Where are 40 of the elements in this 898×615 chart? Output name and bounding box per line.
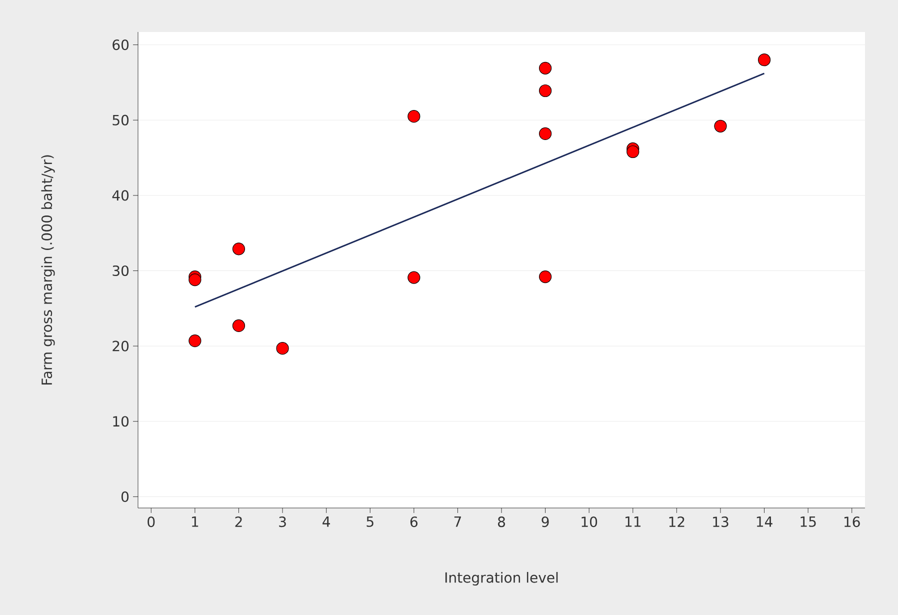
x-tick-label: 4 bbox=[322, 516, 330, 527]
x-tick-label: 15 bbox=[800, 516, 816, 527]
x-tick-label: 5 bbox=[366, 516, 374, 527]
point bbox=[232, 319, 246, 332]
point bbox=[538, 84, 552, 98]
y-tick-label: 30 bbox=[112, 265, 129, 276]
x-tick-label: 13 bbox=[713, 516, 728, 528]
x-tick-label: 12 bbox=[669, 516, 684, 527]
point bbox=[188, 334, 202, 348]
point bbox=[276, 342, 289, 355]
y-tick-label: 20 bbox=[112, 340, 129, 352]
y-tick-label: 60 bbox=[112, 39, 129, 50]
y-axis-title: Farm gross margin (.000 baht/yr) bbox=[41, 155, 55, 385]
x-tick-label: 9 bbox=[542, 516, 549, 528]
x-tick-label: 11 bbox=[626, 516, 641, 527]
point bbox=[408, 271, 420, 284]
y-tick-label: 40 bbox=[112, 190, 129, 201]
x-axis-title: Integration level bbox=[445, 572, 558, 586]
x-tick-label: 10 bbox=[582, 516, 598, 528]
point bbox=[538, 62, 552, 74]
x-tick-label: 0 bbox=[148, 516, 155, 528]
x-tick-label: 7 bbox=[454, 516, 461, 527]
x-tick-label: 14 bbox=[756, 516, 772, 527]
x-tick-label: 2 bbox=[235, 516, 242, 527]
point bbox=[408, 110, 420, 123]
point bbox=[538, 127, 552, 140]
point bbox=[188, 273, 202, 286]
point bbox=[232, 242, 246, 256]
y-tick-label: 10 bbox=[113, 416, 129, 427]
point bbox=[714, 120, 727, 132]
x-tick-label: 1 bbox=[192, 516, 198, 527]
y-tick-label: 0 bbox=[121, 491, 129, 502]
point bbox=[626, 145, 640, 158]
x-tick-label: 8 bbox=[498, 516, 505, 528]
x-tick-label: 6 bbox=[410, 516, 418, 528]
y-tick-label: 50 bbox=[112, 114, 129, 126]
point bbox=[538, 270, 552, 284]
x-tick-label: 16 bbox=[844, 516, 860, 528]
point bbox=[758, 54, 771, 66]
x-tick-label: 3 bbox=[279, 516, 286, 528]
